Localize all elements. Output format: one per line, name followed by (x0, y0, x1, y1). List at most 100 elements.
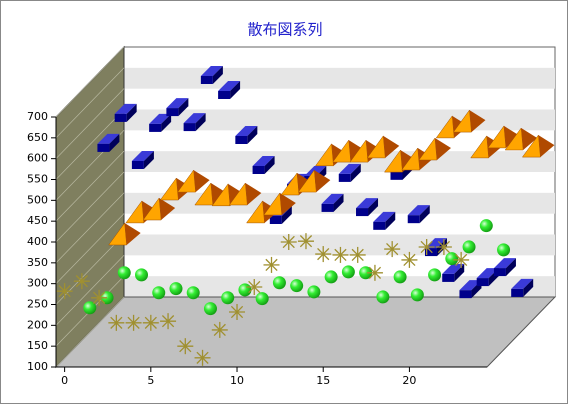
data-point (229, 304, 246, 320)
box-side (523, 278, 534, 297)
sphere (135, 268, 148, 282)
data-point (435, 239, 452, 255)
sphere (203, 302, 217, 316)
sphere (290, 279, 304, 293)
star-ray (317, 247, 330, 261)
box-side (109, 133, 120, 152)
data-point (203, 302, 217, 316)
grid-line (55, 88, 125, 159)
arrow-face (435, 115, 455, 139)
arrow-side (228, 183, 245, 206)
box-top (493, 258, 516, 269)
box-front (183, 123, 196, 132)
x-tick-label: 5 (147, 374, 154, 387)
box-top (252, 156, 275, 166)
data-point (393, 270, 407, 284)
y-tick-label: 450 (27, 214, 48, 227)
data-point (114, 103, 137, 122)
box-side (350, 163, 361, 182)
data-point (131, 151, 154, 169)
star-ray (144, 316, 157, 329)
data-point (359, 266, 373, 280)
box-side (161, 113, 172, 132)
arrow-side (348, 140, 365, 163)
data-point (452, 109, 486, 133)
data-point (504, 127, 538, 151)
x-tick-label: 10 (230, 374, 244, 387)
data-point (135, 268, 148, 282)
box-top (321, 193, 344, 204)
data-point (152, 286, 166, 300)
data-point (332, 246, 349, 263)
data-point (149, 113, 172, 132)
data-point (221, 291, 235, 305)
arrow-side (383, 135, 400, 158)
arrow-side (314, 170, 331, 193)
arrow-side (159, 198, 176, 220)
data-point (407, 205, 430, 224)
box-front (390, 171, 403, 180)
sphere (359, 266, 373, 280)
sphere (410, 288, 424, 302)
data-point (356, 198, 379, 217)
sphere (376, 290, 390, 304)
sphere (497, 243, 511, 257)
box-front (149, 123, 162, 132)
box-front (493, 268, 506, 277)
plot: 100 150 200 250 300 350 400 450 500 550 600 650 700 0… (27, 45, 557, 387)
box-top (407, 205, 430, 216)
data-point (228, 182, 262, 206)
data-point (442, 263, 465, 282)
y-tick-label: 550 (27, 173, 48, 186)
box-top (373, 211, 396, 222)
star-ray (58, 285, 71, 298)
sphere (186, 286, 200, 300)
box-front (269, 216, 282, 224)
y-tick-label: 350 (27, 256, 48, 269)
grid-line (55, 67, 125, 139)
box-front (407, 215, 420, 224)
box-front (511, 288, 524, 297)
data-point (186, 286, 200, 300)
data-point (487, 125, 520, 149)
y-tick-label: 200 (27, 318, 48, 331)
data-point (56, 283, 73, 300)
star-ray (455, 253, 468, 267)
box-top (459, 280, 482, 291)
data-point (479, 219, 493, 233)
data-point (445, 252, 459, 266)
data-point (418, 137, 451, 161)
arrow-side (124, 223, 141, 245)
grid-line (55, 213, 125, 284)
grid-line (55, 255, 125, 326)
arrow-side (538, 135, 555, 158)
data-point (297, 169, 331, 193)
y-tick-label: 650 (27, 131, 48, 144)
data-point (211, 321, 228, 338)
data-point (428, 268, 442, 282)
box-top (149, 113, 172, 124)
star-ray (299, 235, 313, 248)
star-ray (403, 253, 416, 267)
star-ray (265, 258, 278, 272)
grid-line (55, 46, 125, 118)
box-front (252, 166, 265, 174)
data-point (97, 133, 120, 152)
sphere (169, 282, 183, 296)
box-side (454, 263, 465, 282)
data-point (497, 243, 511, 257)
box-side (230, 81, 241, 99)
star-ray (437, 240, 451, 254)
data-point (177, 169, 210, 193)
data-point (410, 288, 424, 302)
star-ray (334, 248, 347, 262)
data-point (280, 234, 297, 250)
data-point (366, 264, 383, 281)
box-side (505, 258, 516, 277)
star-ray (127, 316, 140, 329)
arrow-side (469, 110, 486, 133)
star-ray (351, 248, 364, 262)
box-top (424, 238, 447, 249)
box-top (235, 126, 258, 136)
